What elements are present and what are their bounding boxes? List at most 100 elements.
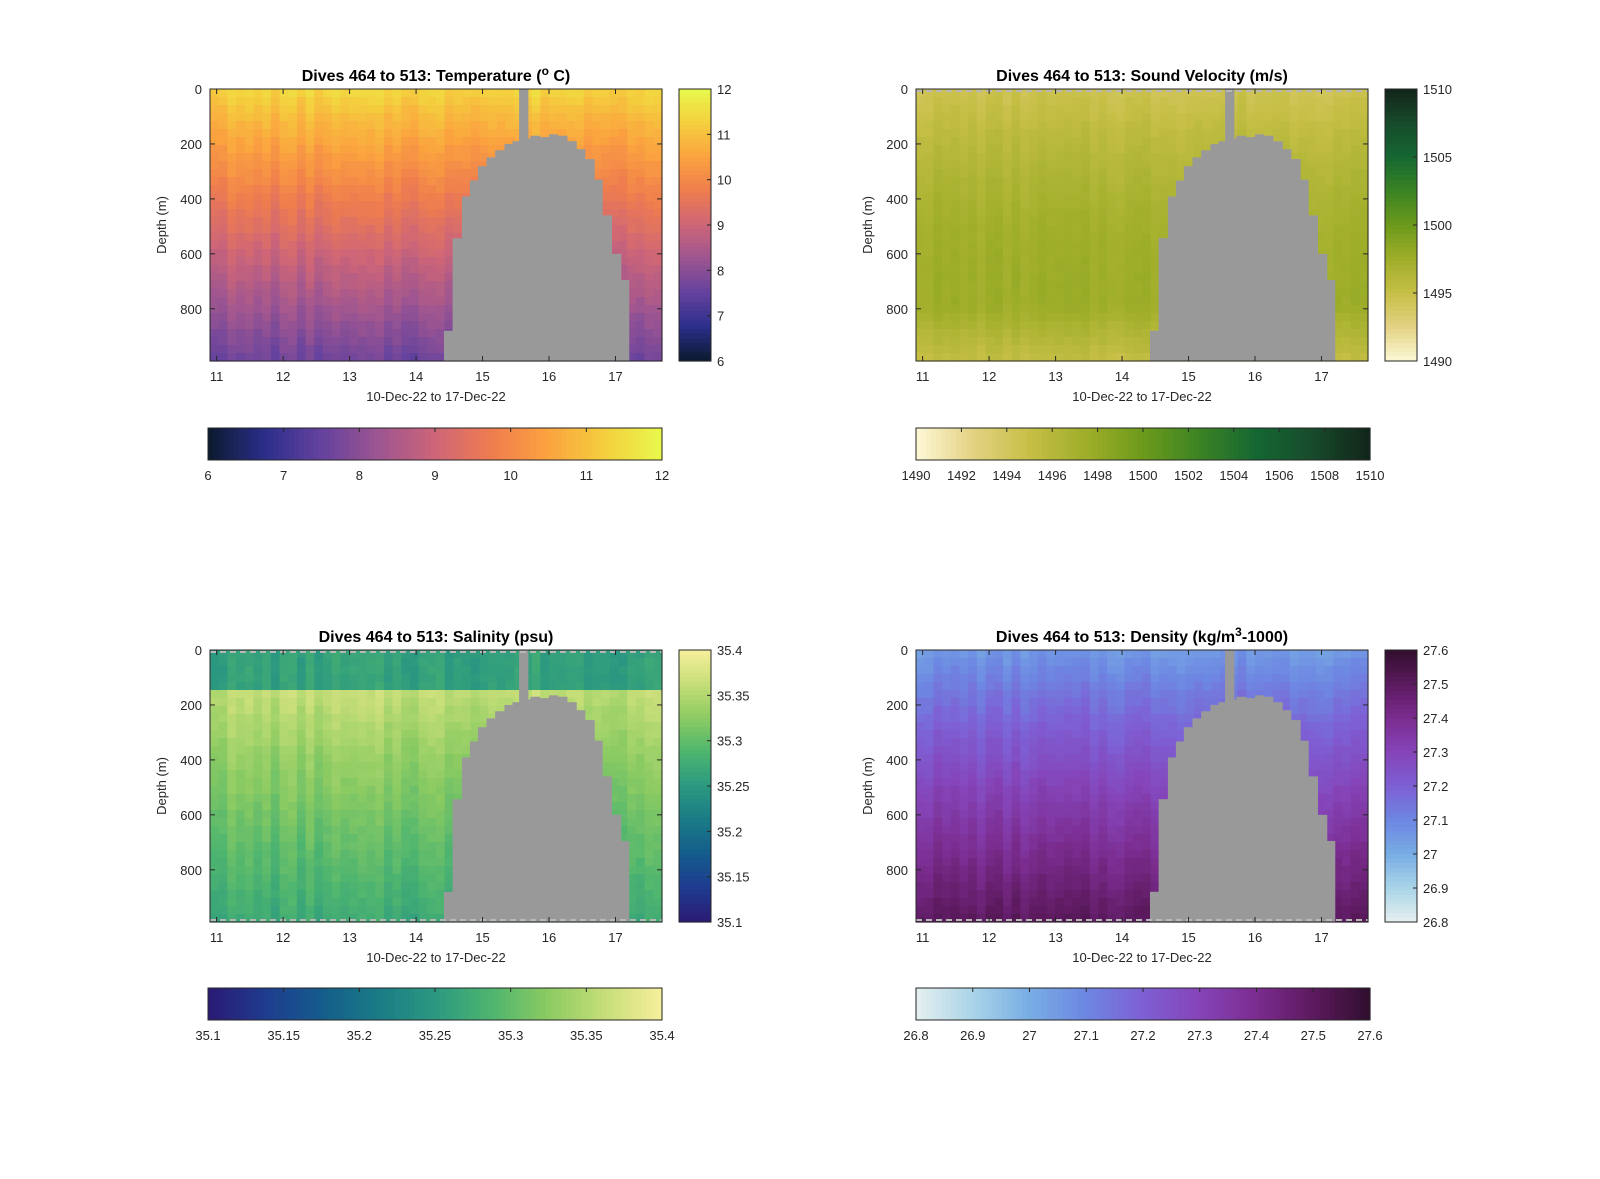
data-cell bbox=[627, 289, 637, 298]
data-cell bbox=[444, 722, 454, 731]
data-cell bbox=[340, 818, 350, 827]
data-cell bbox=[270, 105, 281, 114]
data-cell bbox=[288, 746, 298, 755]
colorbar-swatch bbox=[1385, 270, 1417, 276]
data-cell bbox=[218, 666, 228, 675]
data-cell bbox=[323, 778, 333, 787]
data-cell bbox=[288, 209, 298, 218]
data-cell bbox=[950, 305, 961, 314]
data-cell bbox=[218, 842, 228, 851]
data-cell bbox=[296, 866, 307, 875]
data-cell bbox=[357, 113, 368, 122]
data-cell bbox=[279, 185, 289, 194]
data-cell bbox=[583, 137, 594, 146]
data-cell bbox=[401, 193, 411, 202]
data-cell bbox=[401, 137, 411, 146]
data-cell bbox=[253, 882, 263, 891]
data-cell bbox=[218, 802, 228, 811]
colorbar-swatch bbox=[679, 170, 711, 176]
data-cell bbox=[349, 337, 359, 346]
data-cell bbox=[340, 89, 350, 98]
data-cell bbox=[1002, 281, 1013, 290]
data-cell bbox=[279, 329, 289, 338]
data-cell bbox=[427, 249, 437, 258]
data-cell bbox=[950, 297, 961, 306]
data-cell bbox=[314, 161, 324, 170]
data-cell bbox=[1063, 129, 1074, 138]
data-cell bbox=[618, 113, 628, 122]
data-cell bbox=[1020, 177, 1030, 186]
data-cell bbox=[1115, 193, 1126, 202]
data-cell bbox=[357, 89, 368, 98]
data-cell bbox=[453, 225, 463, 234]
data-cell bbox=[436, 113, 446, 122]
data-cell bbox=[244, 682, 255, 691]
colorbar-swatch bbox=[283, 428, 290, 460]
data-cell bbox=[418, 882, 428, 891]
data-cell bbox=[1029, 137, 1039, 146]
data-cell bbox=[288, 866, 298, 875]
data-cell bbox=[1124, 129, 1134, 138]
data-cell bbox=[444, 193, 454, 202]
data-cell bbox=[366, 105, 376, 114]
data-cell bbox=[331, 177, 341, 186]
data-cell bbox=[1176, 137, 1187, 146]
data-cell bbox=[270, 345, 281, 354]
data-cell bbox=[1037, 233, 1047, 242]
data-cell bbox=[1307, 169, 1317, 178]
data-cell bbox=[1142, 313, 1152, 322]
data-cell bbox=[1185, 105, 1195, 114]
data-cell bbox=[270, 778, 281, 787]
data-cell bbox=[270, 137, 281, 146]
data-cell bbox=[349, 858, 359, 867]
data-cell bbox=[218, 233, 228, 242]
data-cell bbox=[236, 305, 246, 314]
data-cell bbox=[375, 321, 385, 330]
colorbar-swatch bbox=[500, 428, 507, 460]
data-cell bbox=[635, 273, 646, 282]
data-cell bbox=[383, 842, 394, 851]
data-cell bbox=[1055, 121, 1065, 130]
data-cell bbox=[236, 698, 246, 707]
data-cell bbox=[1272, 121, 1282, 130]
data-cell bbox=[1002, 289, 1013, 298]
data-cell bbox=[218, 217, 228, 226]
data-cell bbox=[1037, 265, 1047, 274]
data-cell bbox=[985, 89, 995, 98]
data-cell bbox=[279, 874, 289, 883]
data-cell bbox=[357, 722, 368, 731]
data-cell bbox=[1341, 145, 1352, 154]
data-cell bbox=[1142, 129, 1152, 138]
data-cell bbox=[635, 105, 646, 114]
data-cell bbox=[444, 313, 454, 322]
data-cell bbox=[1037, 353, 1047, 362]
data-cell bbox=[1124, 289, 1134, 298]
data-cell bbox=[244, 121, 255, 130]
data-cell bbox=[331, 209, 341, 218]
colorbar-tick-label: 6 bbox=[717, 354, 724, 369]
data-cell bbox=[288, 738, 298, 747]
data-cell bbox=[924, 241, 934, 250]
data-cell bbox=[436, 658, 446, 667]
data-cell bbox=[1350, 97, 1360, 106]
data-cell bbox=[653, 233, 663, 242]
data-cell bbox=[627, 201, 637, 210]
data-cell bbox=[924, 273, 934, 282]
land-block bbox=[566, 141, 577, 361]
data-cell bbox=[383, 722, 394, 731]
data-cell bbox=[253, 113, 263, 122]
data-cell bbox=[401, 850, 411, 859]
data-cell bbox=[218, 177, 228, 186]
data-cell bbox=[210, 690, 220, 699]
data-cell bbox=[227, 882, 237, 891]
data-cell bbox=[488, 121, 498, 130]
data-cell bbox=[479, 89, 489, 98]
colorbar-swatch bbox=[1364, 428, 1371, 460]
colorbar-swatch bbox=[679, 120, 711, 126]
data-cell bbox=[1020, 281, 1030, 290]
data-cell bbox=[340, 305, 350, 314]
colorbar-swatch bbox=[470, 428, 476, 460]
data-cell bbox=[453, 217, 463, 226]
data-cell bbox=[314, 105, 324, 114]
colorbar-tick-label: 1492 bbox=[947, 468, 976, 483]
